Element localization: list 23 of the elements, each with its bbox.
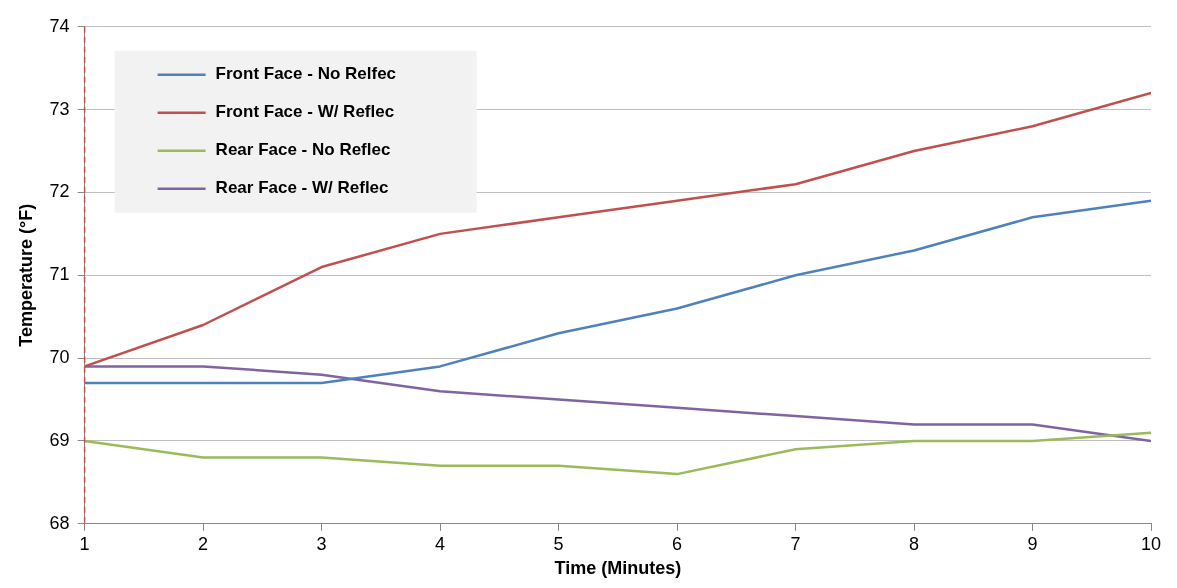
x-tick-label: 3 (316, 533, 327, 554)
x-tick-label: 1 (79, 533, 90, 554)
x-tick-label: 5 (553, 533, 564, 554)
y-tick-label: 70 (49, 347, 70, 368)
x-tick-label: 9 (1027, 533, 1038, 554)
y-tick-label: 74 (49, 15, 70, 36)
legend-label: Rear Face - W/ Reflec (215, 178, 389, 198)
x-tick-label: 4 (435, 533, 446, 554)
y-tick-label: 73 (49, 98, 70, 119)
x-tick-label: 6 (672, 533, 683, 554)
legend-label: Front Face - No Relfec (215, 64, 397, 84)
y-tick-label: 69 (49, 429, 70, 450)
y-tick-label: 72 (49, 181, 70, 202)
x-tick-label: 7 (790, 533, 801, 554)
y-tick-label: 71 (49, 264, 70, 285)
legend-label: Rear Face - No Reflec (215, 140, 391, 160)
legend-label: Front Face - W/ Reflec (215, 102, 395, 122)
y-axis-title: Temperature (°F) (15, 203, 36, 347)
x-tick-label: 10 (1140, 533, 1162, 554)
x-tick-label: 8 (909, 533, 920, 554)
y-tick-label: 68 (49, 512, 70, 533)
x-tick-label: 2 (198, 533, 209, 554)
x-axis-title: Time (Minutes) (554, 558, 682, 579)
